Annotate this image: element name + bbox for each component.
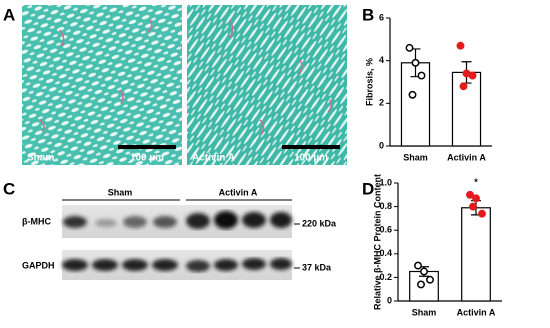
image-label: Activin A (192, 153, 235, 164)
data-point (408, 90, 417, 99)
size-label: 220 kDa (302, 218, 337, 228)
y-tick-label: 2 (379, 98, 384, 108)
y-tick-label: 0.2 (379, 272, 392, 282)
size-label: 37 kDa (302, 262, 332, 272)
scale-bar-label: 100 µm (130, 153, 164, 164)
data-point (469, 202, 477, 211)
bands (62, 258, 292, 272)
histology-image (187, 5, 347, 165)
y-tick-label: 0.6 (379, 225, 392, 235)
data-point (414, 261, 422, 270)
panel-label: B (362, 5, 374, 24)
y-axis-label: Fibrosis, % (364, 58, 374, 106)
y-tick-label: 0.4 (379, 248, 392, 258)
data-point (468, 71, 477, 80)
x-tick-label: Activin A (447, 152, 486, 162)
data-point (459, 82, 468, 91)
x-tick-label: Sham (403, 152, 428, 162)
data-point (478, 209, 486, 218)
group-label: Sham (108, 187, 133, 197)
group-label: Activin A (219, 187, 258, 197)
annotation: * (474, 177, 478, 187)
data-point (472, 194, 480, 203)
y-tick-label: 0 (387, 295, 392, 305)
data-point (420, 267, 428, 276)
collagen-stain (39, 19, 153, 133)
y-axis-label: Relative β-MHC Protein Content (372, 174, 382, 310)
panel-label: C (3, 179, 15, 198)
data-point (405, 43, 414, 52)
x-tick-label: Sham (412, 307, 437, 317)
y-tick-label: 1.0 (379, 177, 392, 187)
scale-bar-label: 100 µm (294, 153, 328, 164)
data-point (466, 190, 474, 199)
y-tick-label: 6 (379, 12, 384, 22)
bar (461, 207, 491, 302)
row-label: β-MHC (22, 216, 51, 226)
y-tick-label: 0.8 (379, 201, 392, 211)
image-label: Sham (27, 153, 54, 164)
panel-label: A (3, 5, 15, 24)
bands (63, 211, 292, 229)
y-tick-label: 4 (379, 55, 384, 65)
data-point (426, 275, 434, 284)
histology-image (22, 5, 182, 165)
data-point (417, 280, 425, 289)
data-point (417, 71, 426, 80)
data-point (456, 41, 465, 50)
x-tick-label: Activin A (457, 307, 496, 317)
data-point (411, 58, 420, 67)
y-tick-label: 0 (379, 140, 384, 150)
collagen-stain (229, 19, 332, 135)
panel-label: D (362, 179, 374, 198)
row-label: GAPDH (22, 260, 55, 270)
